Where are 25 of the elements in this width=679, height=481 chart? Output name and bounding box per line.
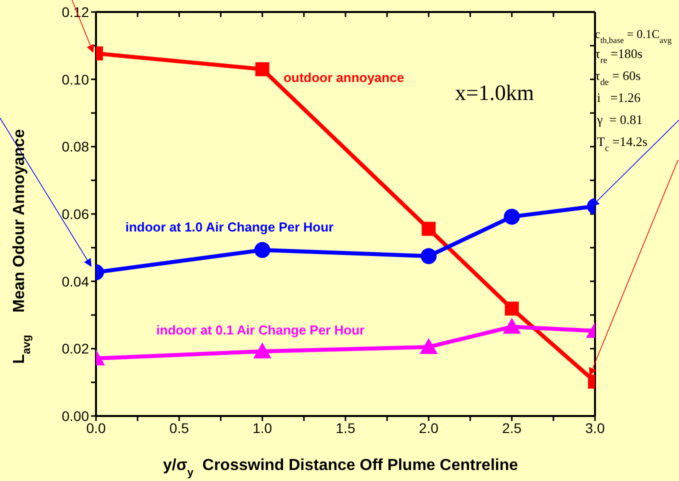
point — [504, 302, 519, 316]
y-tick-label: 0.02 — [62, 340, 90, 357]
point — [420, 248, 437, 264]
x-tick-label: 1.0 — [252, 420, 272, 436]
x-tick-label: 2.0 — [418, 420, 439, 436]
point — [420, 338, 438, 354]
series-label: outdoor annoyance — [283, 70, 404, 85]
annotation: x=1.0km — [455, 80, 534, 105]
point — [502, 318, 521, 334]
text: T$_{c}$ =14.2s — [597, 134, 648, 153]
x-tick-label: 0.5 — [169, 420, 190, 436]
series-label: indoor at 0.1 Air Change Per Hour — [156, 322, 365, 338]
text: γ = 0.81 — [596, 112, 643, 127]
point — [504, 208, 520, 225]
point — [422, 222, 436, 236]
y-tick-label: 0.08 — [62, 138, 90, 155]
y-tick-label: 0.04 — [62, 273, 90, 290]
y-tick-label: 0.10 — [62, 71, 90, 88]
x-tick-label: 1.5 — [336, 420, 356, 436]
x-tick-label: 2.5 — [502, 420, 522, 436]
series-label: indoor at 1.0 Air Change Per Hour — [125, 219, 334, 234]
x-tick-label: 3.0 — [585, 420, 605, 436]
y-tick-label: 0.06 — [62, 206, 90, 222]
x-axis-title: y/σ$_{y}$ Crosswind Distance Off Plume Centreline — [162, 457, 518, 479]
text: i =1.26 — [597, 90, 641, 105]
